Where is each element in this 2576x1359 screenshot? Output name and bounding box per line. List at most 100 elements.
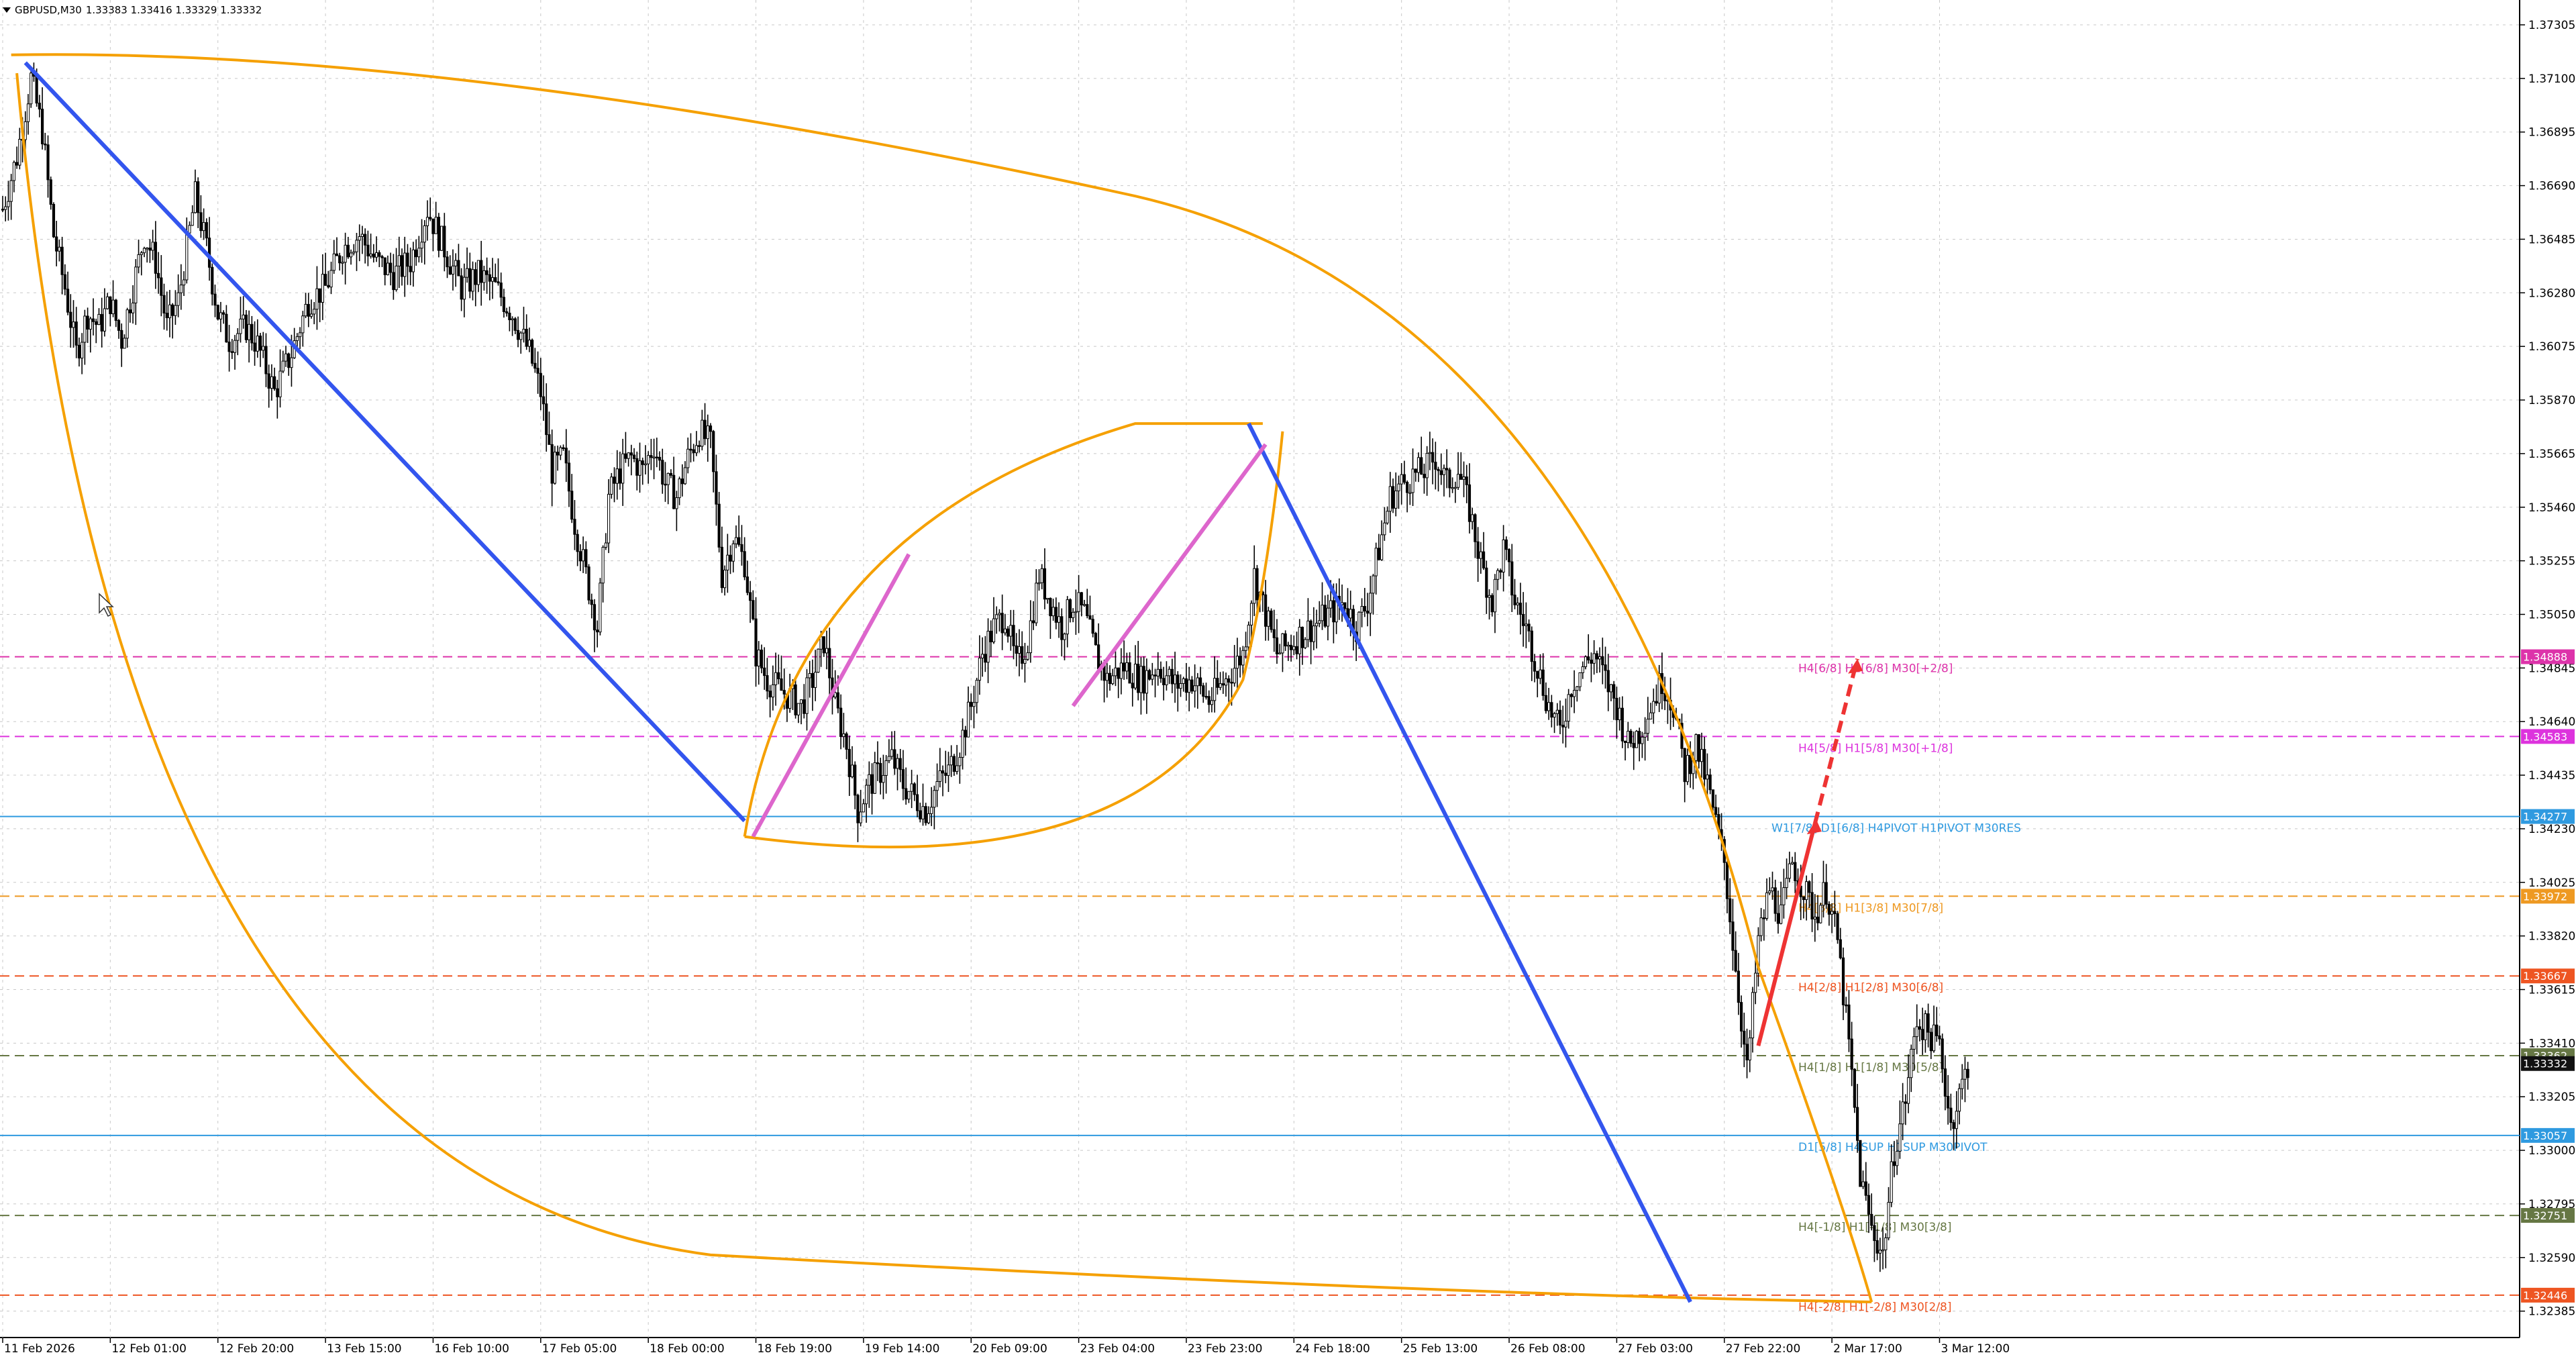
- candle-body: [233, 340, 237, 353]
- candle-body: [270, 376, 273, 389]
- candle-body: [1049, 597, 1052, 617]
- candle-body: [1689, 755, 1692, 774]
- candle-body: [352, 251, 356, 254]
- candle-body: [884, 760, 888, 776]
- candle-body: [1518, 603, 1523, 615]
- candle-body: [1326, 607, 1330, 627]
- candle-body: [295, 336, 299, 342]
- candle-body: [290, 357, 293, 368]
- candle-body: [516, 330, 520, 340]
- candle-body: [151, 242, 154, 251]
- candle-body: [117, 319, 121, 331]
- candle-body: [958, 757, 962, 766]
- candle-body: [30, 72, 33, 105]
- candle-body: [148, 248, 152, 251]
- candle-body: [1133, 664, 1137, 689]
- candle-body: [1587, 656, 1590, 660]
- candle-body: [468, 268, 472, 292]
- y-tick-label: 1.33615: [2528, 983, 2575, 997]
- candle-body: [593, 604, 597, 631]
- candle-body: [202, 222, 205, 232]
- candle-body: [1479, 551, 1482, 559]
- candle-body: [1870, 1213, 1873, 1226]
- candle-body: [1966, 1068, 1969, 1078]
- candle-body: [1657, 673, 1661, 704]
- candle-body: [1239, 656, 1242, 666]
- candle-body: [941, 770, 945, 774]
- candle-body: [349, 252, 353, 258]
- candle-body: [397, 255, 401, 266]
- candle-body: [1329, 600, 1333, 609]
- inner-lower-arc: [744, 431, 1284, 849]
- candle-body: [1935, 1024, 1939, 1036]
- candle-body: [364, 234, 367, 246]
- candle-body: [1306, 620, 1310, 640]
- candle-body: [1757, 935, 1760, 974]
- candle-body: [748, 592, 752, 601]
- candle-body: [1224, 678, 1228, 686]
- candle-body: [1003, 628, 1007, 634]
- candle-body: [1963, 1068, 1967, 1080]
- candle-body: [1510, 561, 1514, 596]
- candle-body: [822, 636, 825, 654]
- candle-body: [157, 272, 160, 279]
- candle-body: [777, 672, 780, 680]
- candle-body: [1961, 1078, 1964, 1089]
- candle-body: [74, 321, 78, 346]
- candle-body: [992, 618, 996, 642]
- chart-menu-icon[interactable]: [3, 7, 11, 13]
- candle-body: [576, 534, 579, 552]
- x-tick-label: 23 Feb 04:00: [1080, 1342, 1155, 1356]
- candle-body: [1912, 1036, 1916, 1050]
- large-upper-arc: [11, 53, 1873, 1303]
- candle-body: [179, 285, 183, 293]
- candle-body: [1861, 1181, 1865, 1187]
- candle-body: [344, 244, 347, 263]
- candle-body: [1561, 724, 1565, 727]
- candle-body: [966, 701, 970, 738]
- candle-body: [1694, 734, 1698, 761]
- y-tick-label: 1.35870: [2528, 394, 2575, 407]
- candle-body: [627, 452, 630, 459]
- candle-body: [754, 618, 758, 666]
- candle-body: [372, 253, 375, 258]
- candle-body: [1627, 730, 1630, 744]
- candle-body: [1082, 604, 1086, 606]
- candle-body: [1729, 898, 1732, 923]
- candle-body: [1926, 1013, 1930, 1033]
- candle-body: [281, 360, 285, 372]
- candle-body: [1929, 1031, 1933, 1052]
- candle-body: [1198, 677, 1202, 687]
- candle-body: [329, 270, 333, 288]
- candle-body: [1499, 570, 1502, 572]
- candle-body: [808, 673, 811, 678]
- candle-body: [335, 253, 339, 256]
- candle-body: [55, 236, 58, 252]
- candle-body: [666, 472, 670, 485]
- y-tick-label: 1.36075: [2528, 340, 2575, 354]
- candle-body: [1108, 672, 1112, 685]
- candle-body: [273, 376, 276, 389]
- candle-body: [15, 162, 19, 166]
- candle-body: [1896, 1150, 1899, 1166]
- candle-body: [225, 313, 228, 343]
- y-tick-label: 1.34640: [2528, 715, 2575, 729]
- y-tick-label: 1.33205: [2528, 1091, 2575, 1104]
- candle-body: [1725, 862, 1729, 899]
- candle-body: [403, 252, 407, 277]
- current-price-tag-text: 1.33332: [2523, 1058, 2567, 1070]
- candle-body: [1190, 679, 1194, 692]
- candle-body: [1386, 511, 1389, 523]
- candle-body: [38, 103, 41, 110]
- candle-body: [1156, 668, 1160, 676]
- candle-body: [60, 246, 64, 275]
- candle-body: [1700, 749, 1704, 762]
- candle-body: [1400, 474, 1403, 485]
- x-tick-label: 12 Feb 20:00: [219, 1342, 295, 1356]
- candle-body: [678, 479, 681, 499]
- candle-body: [763, 667, 766, 676]
- candle-body: [12, 162, 15, 181]
- candle-body: [836, 692, 840, 709]
- candle-body: [1504, 539, 1508, 550]
